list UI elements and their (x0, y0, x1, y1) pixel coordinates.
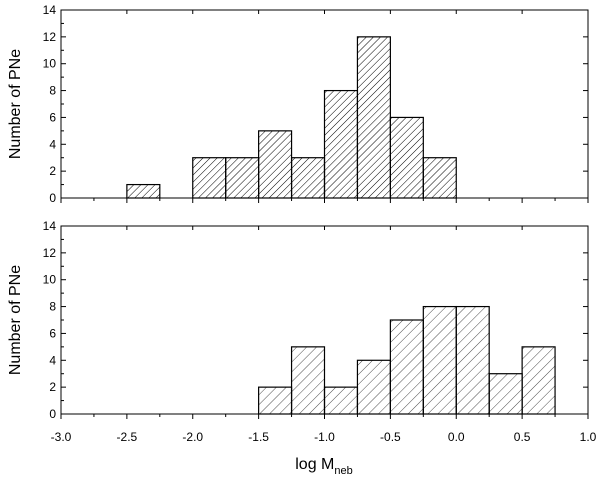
bottom-y-tick-label: 6 (49, 326, 56, 340)
bottom-y-tick-label: 14 (43, 219, 57, 233)
bottom-bar (258, 386, 293, 415)
x-tick-label: -2.0 (182, 430, 203, 444)
bottom-panel: 0 2 4 6 8 10 12 14 -3.0 -2.5 -2.0 -1.5 -1.0 -0.5 0.0 0… (7, 219, 597, 477)
bottom-y-tick-label: 8 (49, 300, 56, 314)
bottom-bar (488, 373, 523, 415)
x-tick-label: 1.0 (580, 430, 597, 444)
x-tick-label: -0.5 (380, 430, 401, 444)
top-bar (389, 116, 424, 199)
bottom-y-ticks: 0 2 4 6 8 10 12 14 (43, 219, 588, 421)
x-axis-label-subscript: neb (334, 465, 352, 477)
top-y-tick-label: 8 (49, 84, 56, 98)
top-plot-frame (60, 9, 589, 199)
bottom-bar (323, 386, 359, 415)
top-bar (323, 89, 359, 199)
bottom-bars (258, 305, 556, 415)
top-bar (126, 183, 161, 199)
bottom-y-tick-label: 10 (43, 273, 57, 287)
x-tick-label: -3.0 (51, 430, 72, 444)
bottom-bar (521, 346, 556, 415)
x-tick-label: 0.0 (448, 430, 465, 444)
top-bar (225, 157, 260, 199)
top-y-tick-label: 6 (49, 110, 56, 124)
x-axis-label-main: log M (295, 456, 334, 473)
x-tick-label: 0.5 (514, 430, 531, 444)
x-tick-label: -2.5 (117, 430, 138, 444)
x-tick-label: -1.5 (248, 430, 269, 444)
top-bar (258, 130, 293, 199)
bottom-y-axis-label: Number of PNe (7, 265, 24, 375)
top-bar (192, 157, 227, 199)
bottom-bar (356, 359, 391, 415)
top-y-tick-label: 0 (49, 191, 56, 205)
bottom-plot-frame (60, 225, 589, 415)
top-bar (356, 36, 391, 199)
top-y-tick-label: 2 (49, 164, 56, 178)
bottom-y-tick-label: 2 (49, 380, 56, 394)
x-axis-label: log Mneb (295, 456, 352, 477)
bottom-x-ticks: -3.0 -2.5 -2.0 -1.5 -1.0 -0.5 0.0 0.5 1.0 (51, 226, 597, 444)
top-y-axis-label: Number of PNe (7, 49, 24, 159)
bottom-y-tick-label: 12 (43, 246, 57, 260)
top-bar (290, 157, 326, 199)
top-bar (422, 157, 457, 199)
bottom-y-tick-label: 4 (49, 353, 56, 367)
bottom-bar (290, 346, 326, 415)
x-tick-label: -1.0 (314, 430, 335, 444)
bottom-bar (455, 305, 490, 415)
bottom-y-tick-label: 0 (49, 407, 56, 421)
bottom-bar (389, 319, 424, 415)
top-bars (126, 36, 457, 199)
top-y-tick-label: 4 (49, 137, 56, 151)
bottom-bar (422, 305, 457, 415)
top-y-tick-label: 14 (43, 3, 57, 17)
top-panel: 0 2 4 6 8 10 12 14 Number of PNe (7, 3, 589, 205)
top-y-tick-label: 12 (43, 30, 57, 44)
top-y-tick-label: 10 (43, 57, 57, 71)
